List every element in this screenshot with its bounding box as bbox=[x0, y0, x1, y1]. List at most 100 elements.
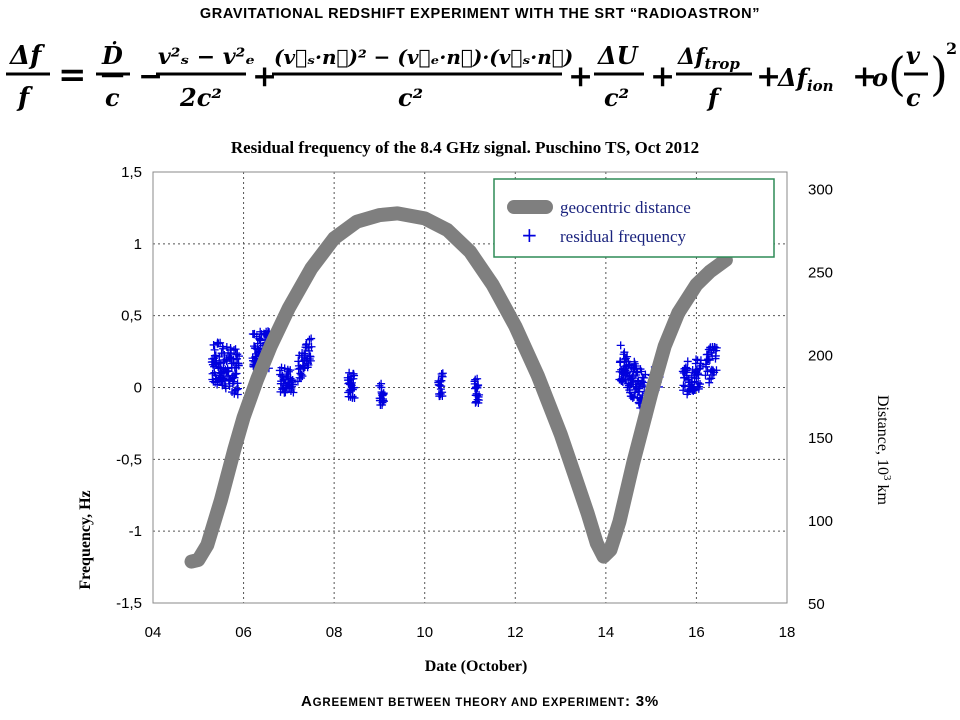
svg-text:Ḋ: Ḋ bbox=[101, 41, 123, 70]
frequency-point bbox=[473, 374, 482, 383]
legend-box bbox=[493, 178, 775, 258]
svg-text:+: + bbox=[756, 59, 781, 94]
frequency-point bbox=[297, 370, 306, 379]
svg-text:f: f bbox=[706, 83, 722, 112]
frequency-point bbox=[696, 380, 705, 389]
frequency-point bbox=[474, 381, 483, 390]
legend-frequency-label: residual frequency bbox=[560, 227, 687, 246]
y-tick-label: -1,5 bbox=[116, 595, 142, 612]
svg-text:v: v bbox=[906, 41, 921, 70]
x-tick-label: 12 bbox=[507, 624, 524, 641]
y2-tick-label: 200 bbox=[808, 347, 833, 364]
frequency-point bbox=[235, 352, 244, 361]
svg-text:+: + bbox=[568, 59, 593, 94]
frequency-point bbox=[299, 364, 308, 373]
frequency-point bbox=[679, 381, 688, 390]
chart: 04 06 08 10 12 14 16 18 -1,5 -1 -0,5 0 0,5 1 1,5 50 10… bbox=[77, 164, 893, 675]
frequency-point bbox=[692, 355, 701, 364]
frequency-point bbox=[620, 348, 629, 357]
svg-text:o: o bbox=[872, 63, 888, 92]
frequency-point bbox=[628, 372, 637, 381]
frequency-point bbox=[230, 346, 239, 355]
frequency-point bbox=[232, 385, 241, 394]
x-tick-label: 06 bbox=[235, 624, 252, 641]
frequency-point bbox=[298, 372, 307, 381]
frequency-point bbox=[701, 371, 710, 380]
y2-axis-label: Distance, 103 km bbox=[874, 395, 893, 505]
frequency-point bbox=[712, 366, 721, 375]
frequency-point bbox=[305, 346, 314, 355]
frequency-point bbox=[234, 361, 243, 370]
frequency-point bbox=[229, 377, 238, 386]
frequency-point bbox=[623, 352, 632, 361]
frequency-point bbox=[632, 364, 641, 373]
svg-text:Δftrop: Δftrop bbox=[677, 44, 740, 73]
frequency-point bbox=[438, 392, 447, 401]
frequency-point bbox=[683, 364, 692, 373]
frequency-point bbox=[255, 335, 264, 344]
frequency-point bbox=[281, 388, 290, 397]
frequency-point bbox=[284, 367, 293, 376]
svg-text:−: − bbox=[138, 59, 163, 94]
x-tick-label: 18 bbox=[779, 624, 796, 641]
frequency-point bbox=[379, 397, 388, 406]
frequency-point bbox=[306, 356, 315, 365]
frequency-point bbox=[472, 382, 481, 391]
frequency-point bbox=[305, 335, 314, 344]
y-tick-label: 1 bbox=[134, 236, 142, 253]
frequency-point bbox=[234, 384, 243, 393]
frequency-point bbox=[307, 334, 316, 343]
svg-text:+: + bbox=[650, 59, 675, 94]
legend-distance-label: geocentric distance bbox=[560, 198, 691, 217]
y2-tick-label: 150 bbox=[808, 430, 833, 447]
x-tick-label: 08 bbox=[326, 624, 343, 641]
x-tick-label: 14 bbox=[598, 624, 615, 641]
frequency-point bbox=[705, 375, 714, 384]
svg-text:Δf: Δf bbox=[8, 41, 45, 71]
frequency-point bbox=[350, 383, 359, 392]
frequency-point bbox=[694, 370, 703, 379]
frequency-point bbox=[471, 375, 480, 384]
chart-title: Residual frequency of the 8.4 GHz signal… bbox=[230, 138, 700, 157]
frequency-point bbox=[289, 388, 298, 397]
frequency-point bbox=[639, 373, 648, 382]
svg-text:c: c bbox=[105, 83, 120, 112]
frequency-point bbox=[616, 341, 625, 350]
y-tick-label: -1 bbox=[129, 523, 142, 540]
svg-text:ΔU: ΔU bbox=[597, 41, 640, 70]
svg-text:(v⃗ₛ·n⃗)² − (v⃗ₑ·n⃗)·(v⃗ₛ·n⃗): (v⃗ₛ·n⃗)² − (v⃗ₑ·n⃗)·(v⃗ₛ·n⃗) bbox=[274, 45, 573, 69]
frequency-point bbox=[304, 360, 313, 369]
svg-text:): ) bbox=[930, 47, 948, 101]
frequency-point bbox=[289, 380, 298, 389]
svg-text:v²ₛ − v²ₑ: v²ₛ − v²ₑ bbox=[158, 44, 255, 70]
legend-frequency-marker: + bbox=[521, 223, 538, 247]
y-tick-labels: -1,5 -1 -0,5 0 0,5 1 1,5 bbox=[116, 164, 142, 612]
frequency-point bbox=[375, 381, 384, 390]
frequency-point bbox=[475, 390, 484, 399]
y2-tick-label: 50 bbox=[808, 596, 825, 613]
frequency-point bbox=[472, 391, 481, 400]
y-tick-label: 0 bbox=[134, 380, 142, 397]
svg-text:f: f bbox=[16, 83, 33, 113]
frequency-point bbox=[307, 342, 316, 351]
frequency-point bbox=[229, 355, 238, 364]
slide-title: GRAVITATIONAL REDSHIFT EXPERIMENT WITH T… bbox=[199, 6, 761, 22]
y-tick-label: 0,5 bbox=[121, 308, 142, 325]
y2-tick-labels: 50 100 150 200 250 300 bbox=[808, 182, 833, 613]
frequency-point bbox=[233, 350, 242, 359]
svg-text:Δfion: Δfion bbox=[777, 63, 834, 95]
y2-tick-label: 300 bbox=[808, 182, 833, 199]
svg-text:+: + bbox=[852, 59, 877, 94]
svg-text:+: + bbox=[252, 59, 277, 94]
frequency-point bbox=[712, 343, 721, 352]
svg-text:c: c bbox=[906, 83, 921, 112]
frequency-point bbox=[219, 344, 228, 353]
frequency-point bbox=[350, 393, 359, 402]
frequency-point bbox=[438, 369, 447, 378]
frequency-point bbox=[436, 377, 445, 386]
x-axis-label: Date (October) bbox=[425, 658, 528, 675]
frequency-point bbox=[286, 366, 295, 375]
frequency-point bbox=[230, 389, 239, 398]
x-tick-label: 16 bbox=[688, 624, 705, 641]
x-tick-label: 04 bbox=[145, 624, 162, 641]
